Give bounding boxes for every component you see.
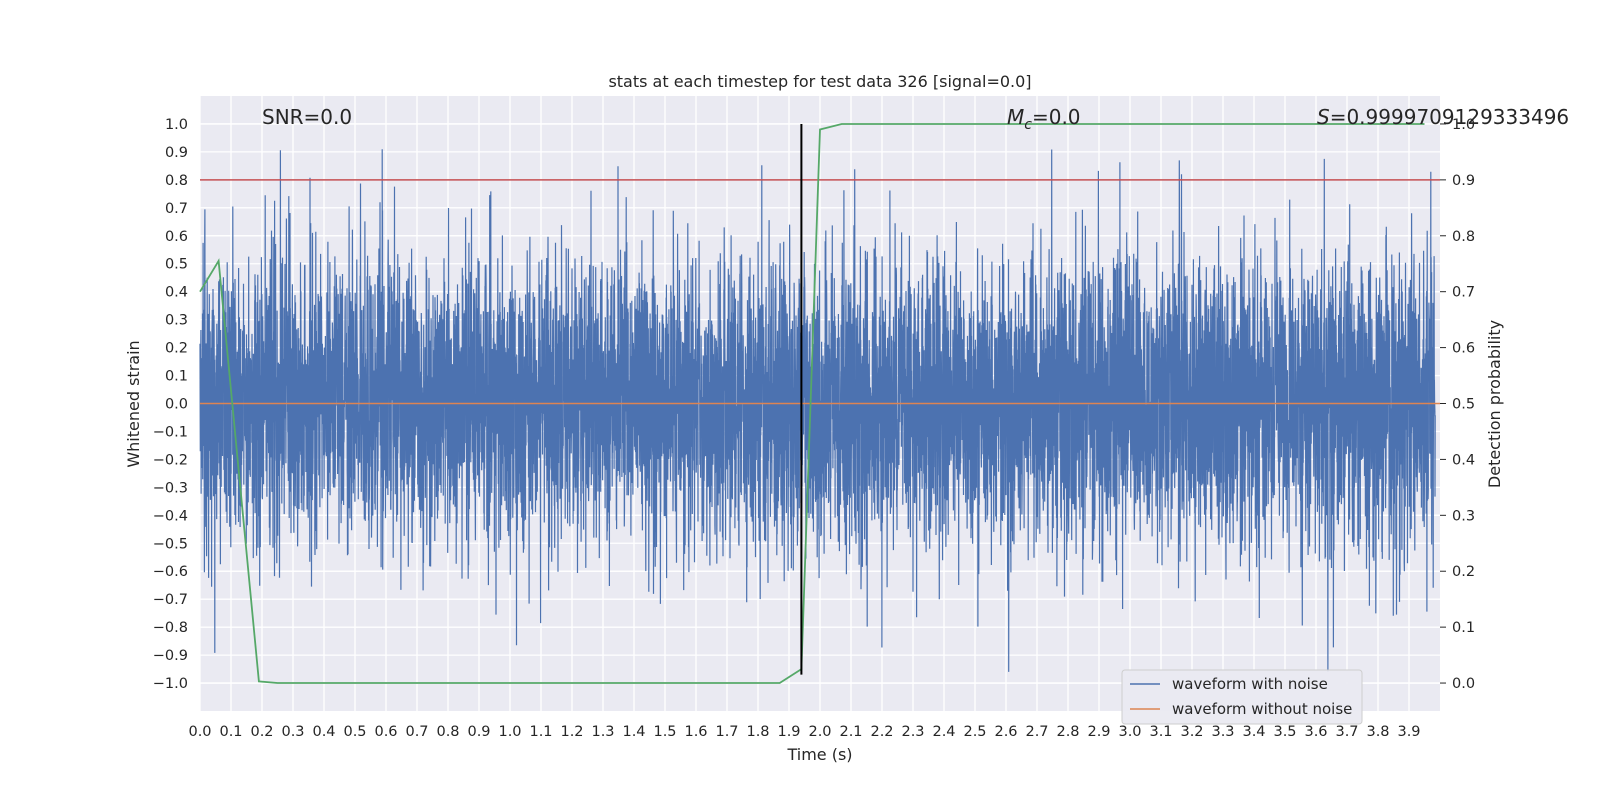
x-tick-label: 3.8 [1366, 724, 1389, 740]
x-tick-label: 2.4 [932, 724, 955, 740]
x-tick-label: 3.0 [1118, 724, 1141, 740]
x-tick-label: 3.7 [1335, 724, 1358, 740]
x-tick-label: 3.9 [1397, 724, 1420, 740]
x-tick-label: 1.5 [653, 724, 676, 740]
x-tick-label: 0.8 [436, 724, 459, 740]
x-tick-label: 3.1 [1149, 724, 1172, 740]
x-tick-label: 0.4 [312, 724, 335, 740]
s-value: =0.9999709129333496 [1330, 105, 1569, 129]
y-tick-label: 0.1 [165, 369, 188, 385]
detection-probability-line [199, 123, 1425, 684]
y-right-tick-label: 0.0 [1452, 676, 1475, 692]
y-right-axis-label: Detection probability [1485, 320, 1504, 488]
x-tick-label: 1.7 [715, 724, 738, 740]
y-tick-label: 0.7 [165, 201, 188, 217]
series-waveform-with-noise [199, 149, 1436, 672]
x-tick-label: 0.7 [405, 724, 428, 740]
y-right-tick-labels: 1.0 0.9 0.8 0.7 0.6 0.5 0.4 0.3 0.2 0.1 0.0 [1440, 117, 1475, 692]
y-tick-label: −0.7 [153, 592, 188, 608]
y-right-tick-label: 1.0 [1452, 117, 1475, 133]
legend-box [1121, 669, 1363, 725]
y-tick-label: 0.9 [165, 145, 188, 161]
x-tick-label: 3.5 [1273, 724, 1296, 740]
x-tick-label: 0.9 [467, 724, 490, 740]
x-tick-label: 1.4 [622, 724, 645, 740]
x-tick-label: 1.6 [684, 724, 707, 740]
x-tick-label: 0.1 [219, 724, 242, 740]
x-tick-label: 1.3 [591, 724, 614, 740]
y-tick-label: −0.1 [153, 424, 188, 440]
y-tick-label: −0.4 [153, 508, 188, 524]
x-tick-label: 2.5 [963, 724, 986, 740]
x-axis-label: Time (s) [786, 745, 852, 764]
waveform-with-noise-line [199, 149, 1436, 672]
y-right-tick-label: 0.5 [1452, 397, 1475, 413]
x-tick-label: 2.7 [1025, 724, 1048, 740]
legend: waveform with noise waveform without noi… [1121, 669, 1363, 725]
y-tick-label: 0.6 [165, 229, 188, 245]
x-tick-label: 2.3 [901, 724, 924, 740]
mc-subscript: c [1024, 117, 1032, 133]
y-tick-label: 0.4 [165, 285, 188, 301]
y-tick-label: −0.8 [153, 620, 188, 636]
x-tick-label: 2.2 [870, 724, 893, 740]
y-right-tick-label: 0.2 [1452, 564, 1475, 580]
legend-label-with-noise: waveform with noise [1172, 675, 1328, 693]
y-right-tick-label: 0.4 [1452, 452, 1475, 468]
y-right-tick-label: 0.6 [1452, 341, 1475, 357]
y-tick-labels: 1.0 0.9 0.8 0.7 0.6 0.5 0.4 0.3 0.2 0.1 0.0 −0.1 −0.… [153, 117, 188, 692]
x-tick-label: 1.8 [746, 724, 769, 740]
y-tick-label: −0.9 [153, 648, 188, 664]
y-right-tick-label: 0.3 [1452, 508, 1475, 524]
x-tick-label: 3.3 [1211, 724, 1234, 740]
x-tick-label: 3.6 [1304, 724, 1327, 740]
y-tick-label: −0.6 [153, 564, 188, 580]
y-right-tick-label: 0.9 [1452, 173, 1475, 189]
y-tick-label: −0.5 [153, 536, 188, 552]
y-tick-label: 1.0 [165, 117, 188, 133]
x-tick-label: 0.6 [374, 724, 397, 740]
x-tick-label: 1.9 [777, 724, 800, 740]
mc-annotation: Mc=0.0 [1007, 105, 1081, 133]
y-right-tick-label: 0.7 [1452, 285, 1475, 301]
s-annotation: S=0.9999709129333496 [1317, 105, 1569, 129]
x-tick-label: 3.2 [1180, 724, 1203, 740]
y-tick-label: −1.0 [153, 676, 188, 692]
y-tick-label: 0.8 [165, 173, 188, 189]
y-right-tick-label: 0.8 [1452, 229, 1475, 245]
y-right-tick-label: 0.1 [1452, 620, 1475, 636]
x-tick-label: 2.1 [839, 724, 862, 740]
x-tick-label: 2.9 [1087, 724, 1110, 740]
x-tick-label: 2.6 [994, 724, 1017, 740]
s-symbol: S [1317, 105, 1330, 129]
series-detection-probability [199, 123, 1425, 684]
x-tick-labels: 0.0 0.1 0.2 0.3 0.4 0.5 0.6 0.7 0.8 0.9 1.0 1.1 1.2 1… [188, 724, 1420, 740]
snr-annotation: SNR=0.0 [262, 105, 352, 129]
legend-label-without-noise: waveform without noise [1172, 700, 1352, 718]
y-tick-label: 0.2 [165, 341, 188, 357]
y-axis-label: Whitened strain [124, 340, 143, 467]
x-tick-label: 0.5 [343, 724, 366, 740]
x-tick-label: 1.2 [560, 724, 583, 740]
y-tick-label: −0.2 [153, 452, 188, 468]
x-tick-label: 1.1 [529, 724, 552, 740]
chart-title: stats at each timestep for test data 326… [608, 72, 1031, 91]
y-tick-label: 0.0 [165, 397, 188, 413]
x-tick-label: 0.0 [188, 724, 211, 740]
x-tick-label: 3.4 [1242, 724, 1265, 740]
mc-value: =0.0 [1032, 105, 1081, 129]
x-tick-label: 0.3 [281, 724, 304, 740]
x-tick-label: 2.0 [808, 724, 831, 740]
mc-symbol: M [1007, 105, 1024, 129]
y-tick-label: 0.5 [165, 257, 188, 273]
x-tick-label: 1.0 [498, 724, 521, 740]
y-tick-label: 0.3 [165, 313, 188, 329]
x-tick-label: 0.2 [250, 724, 273, 740]
y-tick-label: −0.3 [153, 480, 188, 496]
x-tick-label: 2.8 [1056, 724, 1079, 740]
